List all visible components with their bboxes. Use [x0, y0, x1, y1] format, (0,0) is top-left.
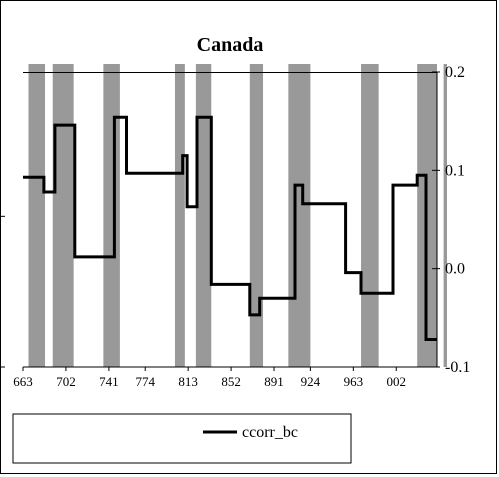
x-tick-label: 924: [301, 374, 321, 389]
shaded-period: [28, 64, 46, 367]
shaded-period: [288, 64, 311, 367]
x-tick-label: 774: [135, 374, 155, 389]
legend-label-ccorr-bc: ccorr_bc: [242, 424, 298, 441]
y-tick-label: -0.1: [445, 359, 470, 376]
x-tick-label: 702: [56, 374, 76, 389]
x-axis: 663 702 741 774 813 852 891 924 963 002: [13, 366, 437, 389]
y-tick-label: 0.1: [445, 162, 465, 179]
x-tick-label: 663: [13, 374, 33, 389]
chart-title: Canada: [197, 34, 264, 56]
recession-shading: [28, 64, 447, 367]
shaded-period: [443, 64, 447, 367]
y-axis: 0.2 0.1 0.0 -0.1: [432, 64, 470, 376]
y-ticks: 0.2 0.1 0.0 -0.1: [432, 64, 470, 376]
shaded-period: [249, 64, 264, 367]
shaded-period: [52, 64, 74, 367]
x-tick-label: 852: [221, 374, 241, 389]
series-line-ccorr-bc: [23, 115, 437, 341]
x-tick-label: 891: [264, 374, 284, 389]
x-ticks: 663 702 741 774 813 852 891 924 963 002: [13, 367, 406, 389]
x-tick-label: 813: [178, 374, 198, 389]
shaded-period: [195, 64, 212, 367]
shaded-period: [103, 64, 120, 367]
legend: ccorr_bc: [12, 413, 352, 464]
x-tick-label: 741: [99, 374, 119, 389]
y-tick-label: 0.0: [445, 261, 465, 278]
y-tick-label: 0.2: [445, 64, 465, 81]
x-tick-label: 002: [387, 374, 407, 389]
legend-box: [12, 413, 352, 464]
shaded-period: [361, 64, 379, 367]
plot-top-border: [23, 72, 437, 73]
shaded-period: [174, 64, 185, 367]
x-tick-label: 963: [344, 374, 364, 389]
